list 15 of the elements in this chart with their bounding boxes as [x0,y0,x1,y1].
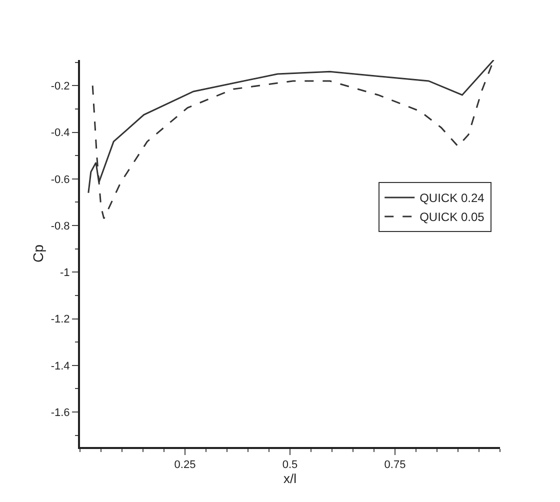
x-tick-label: 0.5 [282,459,298,472]
x-tick-label: 0.25 [174,459,196,472]
y-tick-label: -0.2 [50,80,70,92]
x-axis-title: x/l [284,471,297,486]
legend-label: QUICK 0.05 [420,210,485,224]
x-tick-label: 0.75 [384,459,406,472]
legend-label: QUICK 0.24 [420,191,485,206]
y-tick-label: -0.8 [50,220,70,232]
y-axis-title: Cp [30,244,46,262]
y-tick-label: -0.4 [50,127,70,140]
y-tick-label: -0.6 [50,174,70,186]
y-tick-label: -1.2 [50,314,70,326]
y-tick-label: -1 [60,267,70,279]
y-tick-label: -1.6 [50,406,70,419]
y-tick-label: -1.4 [50,360,70,372]
